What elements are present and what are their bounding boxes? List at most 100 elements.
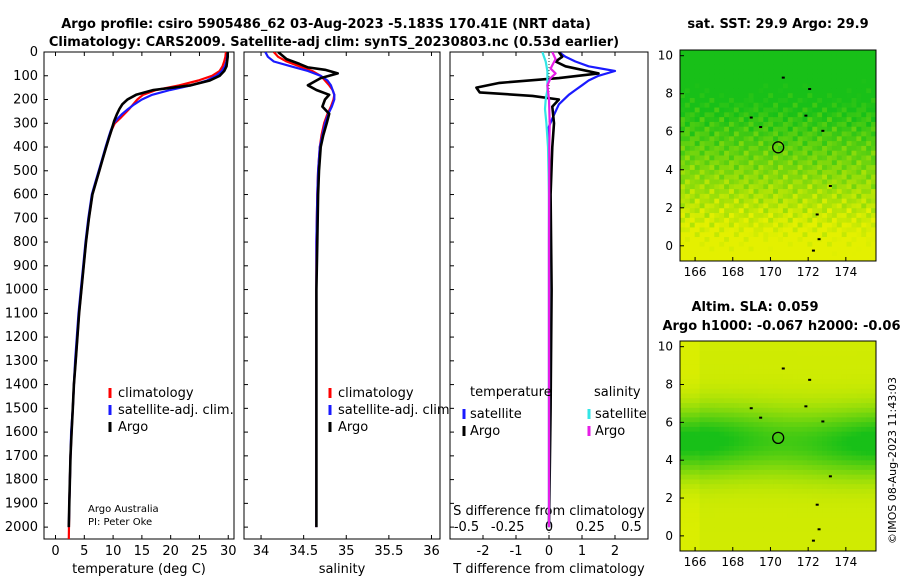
map-cell (812, 237, 818, 243)
map-cell (733, 345, 740, 351)
map-cell (797, 364, 803, 371)
y-tick-label: 100 (13, 69, 38, 84)
map-cell (846, 222, 852, 228)
map-cell (743, 493, 749, 499)
map-cell (694, 174, 700, 180)
map-cell (748, 54, 754, 60)
map-cell (748, 426, 754, 433)
map-cell (719, 102, 725, 108)
map-cell (738, 136, 745, 142)
map-cell (689, 54, 696, 60)
map-cell (763, 536, 769, 542)
map-cell (831, 121, 838, 128)
map-cell (684, 251, 691, 257)
map-cell (812, 117, 818, 123)
map-cell (704, 383, 710, 390)
map-cell (773, 93, 779, 99)
map-cell (787, 179, 794, 185)
map-cell (856, 355, 862, 361)
map-cell (694, 536, 700, 542)
map-cell (797, 208, 803, 214)
map-cell (817, 407, 823, 413)
map-cell (778, 455, 784, 461)
map-cell (817, 50, 823, 56)
map-cell (714, 527, 720, 533)
map-cell (724, 345, 730, 351)
map-cell (861, 227, 867, 233)
map-cell (822, 388, 828, 394)
map-y-tick-label: 8 (665, 87, 673, 101)
map-cell (827, 536, 833, 542)
map-cell (743, 460, 749, 466)
map-cell (871, 160, 877, 166)
map-cell (709, 213, 715, 219)
map-cell (778, 508, 784, 514)
map-cell (871, 407, 877, 413)
map-cell (871, 174, 877, 180)
map-cell (822, 64, 828, 70)
map-cell (680, 465, 686, 471)
map-cell (836, 388, 843, 394)
map-cell (773, 374, 779, 380)
map-cell (778, 441, 784, 447)
map-cell (724, 426, 730, 433)
map-cell (827, 73, 833, 80)
map-cell (763, 59, 769, 65)
map-cell (866, 174, 872, 180)
map-cell (743, 426, 749, 433)
map-cell (871, 78, 877, 84)
map-cell (871, 364, 877, 371)
map-cell (841, 522, 847, 528)
map-cell (827, 165, 833, 171)
map-cell (699, 403, 705, 409)
map-cell (797, 350, 803, 356)
map-cell (861, 426, 867, 433)
map-cell (807, 517, 813, 523)
map-cell (787, 217, 794, 224)
map-cell (724, 193, 730, 200)
map-cell (831, 251, 838, 257)
map-cell (748, 460, 754, 466)
map-cell (768, 460, 774, 466)
map-cell (856, 198, 862, 204)
map-cell (871, 465, 877, 471)
map-cell (689, 436, 696, 442)
map-cell (807, 198, 813, 204)
map-cell (758, 69, 764, 75)
map-cell (748, 398, 754, 404)
map-cell (738, 493, 745, 499)
map-cell (817, 355, 823, 361)
map-cell (871, 345, 877, 351)
map-cell (729, 488, 735, 495)
map-cell (689, 169, 696, 176)
map-cell (719, 536, 725, 542)
map-cell (729, 412, 735, 418)
map-cell (763, 83, 769, 89)
map-cell (836, 179, 843, 185)
map-cell (763, 73, 769, 80)
map-cell (729, 441, 735, 447)
map-cell (797, 522, 803, 528)
map-cell (689, 531, 696, 538)
map-cell (719, 73, 725, 80)
map-cell (704, 213, 710, 219)
map-cell (851, 64, 857, 70)
map-cell (802, 541, 808, 547)
map-cell (680, 517, 686, 523)
x-tick-label: 36 (423, 544, 440, 559)
map-cell (709, 193, 715, 200)
map-cell (729, 97, 735, 104)
map-cell (719, 403, 725, 409)
map-cell (866, 69, 872, 75)
map-cell (714, 517, 720, 523)
map-cell (866, 160, 872, 166)
map-cell (866, 203, 872, 209)
map-cell (773, 465, 779, 471)
map-cell (699, 246, 705, 252)
map-cell (831, 364, 838, 371)
map-cell (871, 237, 877, 243)
map-cell (763, 141, 769, 147)
map-cell (689, 398, 696, 404)
map-cell (812, 241, 818, 248)
map-cell (866, 155, 872, 161)
